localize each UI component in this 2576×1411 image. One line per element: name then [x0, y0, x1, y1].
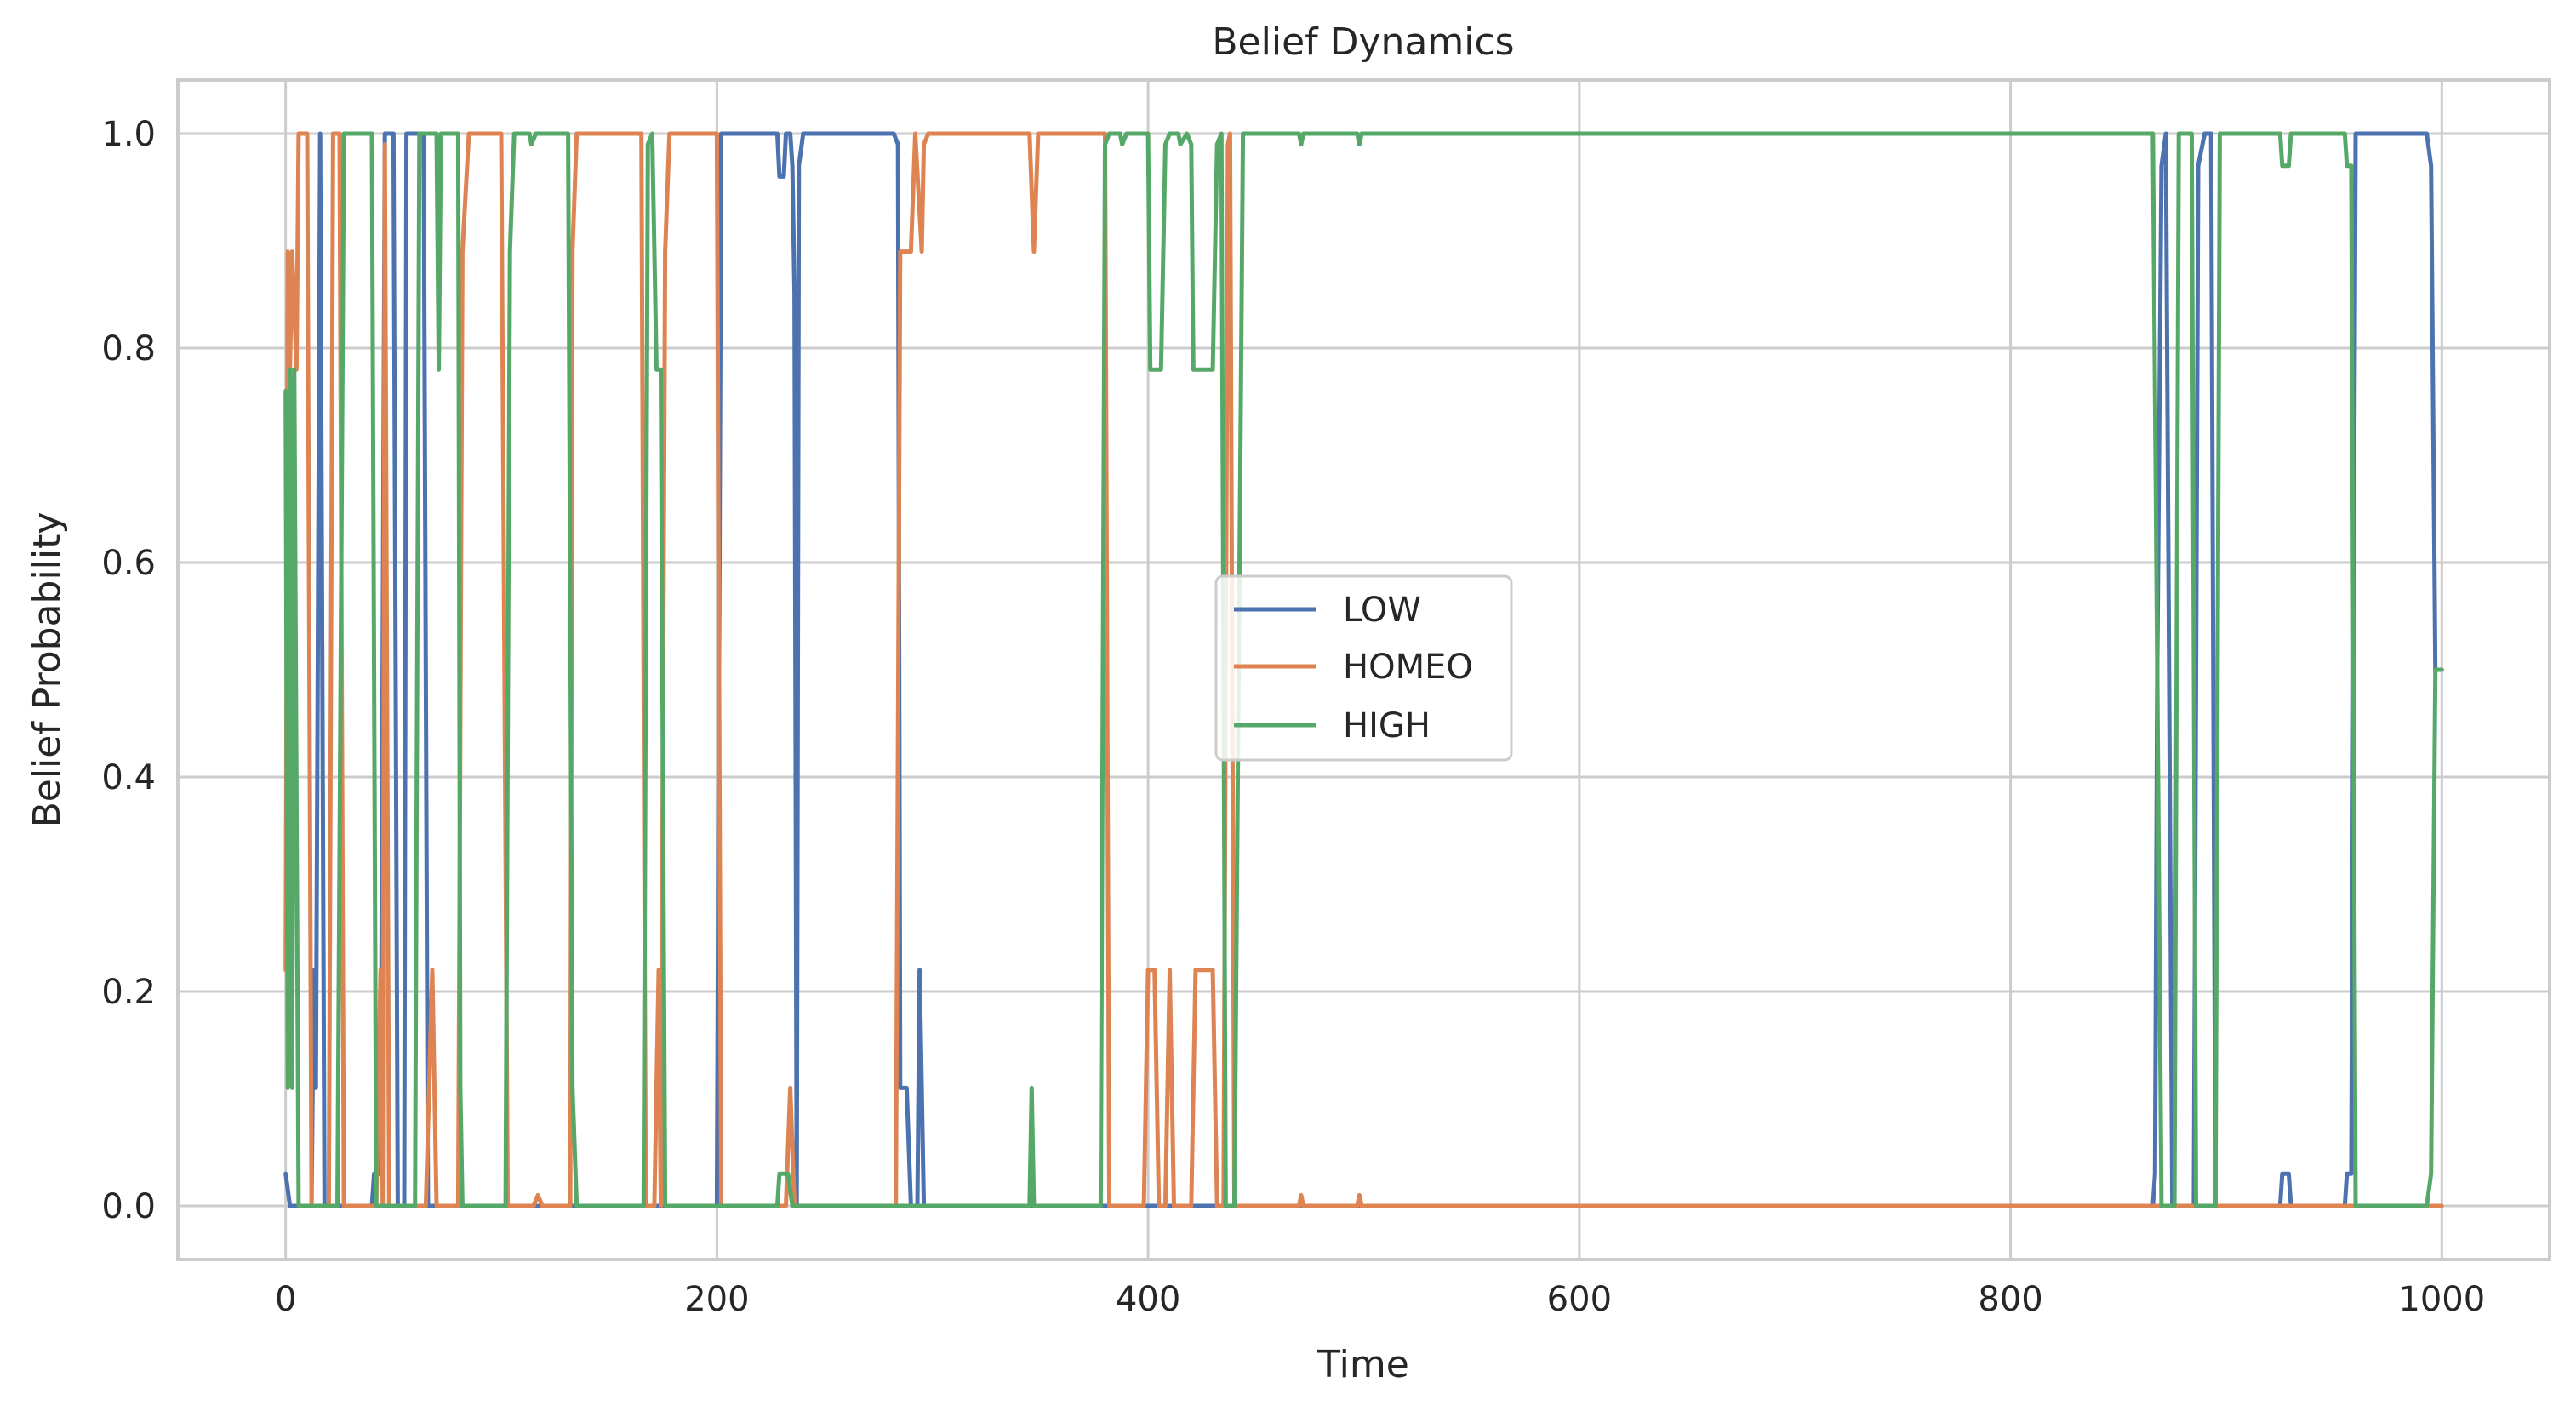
legend-label-high: HIGH — [1343, 706, 1431, 745]
y-tick-label: 0.2 — [101, 973, 156, 1012]
x-tick-label: 1000 — [2398, 1280, 2485, 1319]
chart-title: Belief Dynamics — [1212, 20, 1514, 64]
y-tick-label: 0.4 — [101, 758, 156, 797]
legend-box — [1214, 574, 1513, 762]
x-tick-label: 400 — [1116, 1280, 1180, 1319]
tick-label-layer: 0 200 400 600 800 1000 0.0 0.2 0.4 0.6 0.8 1.0 — [101, 115, 2485, 1319]
legend: LOW HOMEO HIGH — [1214, 574, 1513, 762]
y-axis-title: Belief Probability — [26, 512, 69, 828]
y-tick-label: 1.0 — [101, 115, 156, 154]
series-line-homeo — [283, 131, 2444, 1208]
series-line-high — [283, 131, 2444, 1208]
x-axis-title: Time — [1317, 1343, 1409, 1386]
x-tick-label: 800 — [1978, 1280, 2042, 1319]
x-tick-label: 0 — [275, 1280, 296, 1319]
series-line-low — [283, 131, 2444, 1208]
x-tick-label: 600 — [1547, 1280, 1612, 1319]
y-tick-label: 0.8 — [101, 329, 156, 368]
y-tick-label: 0.0 — [101, 1187, 156, 1226]
legend-label-low: LOW — [1343, 591, 1421, 630]
series-layer — [283, 131, 2444, 1208]
x-tick-label: 200 — [684, 1280, 749, 1319]
legend-label-homeo: HOMEO — [1343, 648, 1473, 687]
y-tick-label: 0.6 — [101, 544, 156, 583]
